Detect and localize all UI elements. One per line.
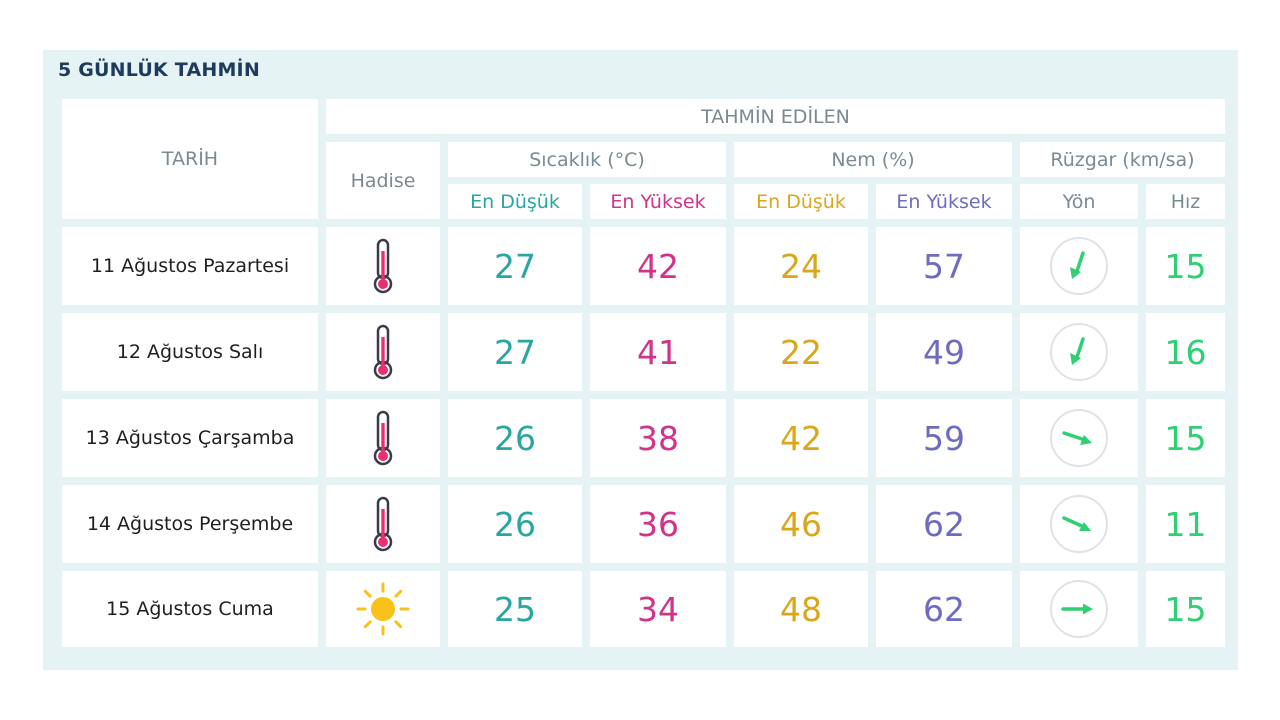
panel-title: 5 GÜNLÜK TAHMİN [58,59,260,81]
row-event [326,227,440,305]
row-temp-min: 26 [448,485,582,563]
row-date: 11 Ağustos Pazartesi [62,227,318,305]
header-wind-speed: Hız [1146,184,1225,219]
header-date: TARİH [62,99,318,219]
thermometer-hot-icon [373,238,393,294]
header-wind-dir: Yön [1020,184,1138,219]
row-temp-max: 38 [590,399,726,477]
row-wind-dir [1020,227,1138,305]
row-hum-max: 62 [876,485,1012,563]
thermometer-hot-icon [373,410,393,466]
row-temp-max: 34 [590,571,726,647]
row-temp-max: 36 [590,485,726,563]
row-date: 14 Ağustos Perşembe [62,485,318,563]
arrow-down-left-icon [1050,237,1108,295]
row-temp-min: 27 [448,313,582,391]
row-event [326,571,440,647]
row-wind-speed: 11 [1146,485,1225,563]
row-wind-dir [1020,313,1138,391]
header-forecast: TAHMİN EDİLEN [326,99,1225,134]
row-hum-max: 62 [876,571,1012,647]
row-temp-min: 27 [448,227,582,305]
header-wind: Rüzgar (km/sa) [1020,142,1225,177]
row-hum-min: 42 [734,399,868,477]
header-temperature: Sıcaklık (°C) [448,142,726,177]
row-hum-max: 57 [876,227,1012,305]
row-wind-dir [1020,571,1138,647]
row-date: 12 Ağustos Salı [62,313,318,391]
row-hum-min: 22 [734,313,868,391]
arrow-right-icon [1050,580,1108,638]
header-hum-max: En Yüksek [876,184,1012,219]
header-event: Hadise [326,142,440,219]
row-hum-min: 48 [734,571,868,647]
row-event [326,399,440,477]
row-temp-min: 26 [448,399,582,477]
header-humidity: Nem (%) [734,142,1012,177]
row-wind-speed: 15 [1146,399,1225,477]
row-hum-min: 24 [734,227,868,305]
row-wind-speed: 15 [1146,571,1225,647]
row-date: 15 Ağustos Cuma [62,571,318,647]
row-hum-min: 46 [734,485,868,563]
row-temp-min: 25 [448,571,582,647]
arrow-down-left-icon [1050,323,1108,381]
row-event [326,485,440,563]
row-temp-max: 41 [590,313,726,391]
thermometer-hot-icon [373,324,393,380]
arrow-right-down-icon [1050,495,1108,553]
row-wind-speed: 15 [1146,227,1225,305]
row-wind-dir [1020,485,1138,563]
header-hum-min: En Düşük [734,184,868,219]
row-temp-max: 42 [590,227,726,305]
row-event [326,313,440,391]
sun-icon [356,582,410,636]
row-wind-speed: 16 [1146,313,1225,391]
row-wind-dir [1020,399,1138,477]
row-date: 13 Ağustos Çarşamba [62,399,318,477]
thermometer-hot-icon [373,496,393,552]
header-temp-min: En Düşük [448,184,582,219]
row-hum-max: 49 [876,313,1012,391]
row-hum-max: 59 [876,399,1012,477]
header-temp-max: En Yüksek [590,184,726,219]
arrow-right-down-icon [1050,409,1108,467]
